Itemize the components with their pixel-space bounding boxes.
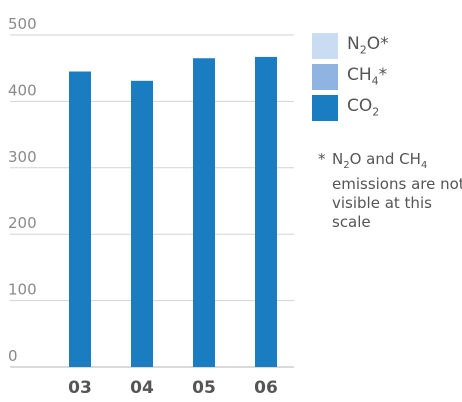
x-tick-label-03: 03	[68, 378, 92, 398]
x-axis-ticks: 03 04 05 06	[68, 378, 278, 398]
y-axis-ticks: 0 100 200 300 400 500	[8, 15, 37, 365]
footnote: * N2O and CH4 emissions are not visible …	[318, 150, 462, 232]
footnote-star: *	[318, 150, 326, 168]
bar-04	[131, 80, 153, 367]
x-tick-label-05: 05	[192, 378, 216, 398]
y-tick-label-300: 300	[8, 148, 37, 166]
x-tick-label-04: 04	[130, 378, 154, 398]
bar-06	[255, 56, 277, 368]
legend-label-n2o: N2O*	[347, 34, 389, 57]
y-tick-label-200: 200	[8, 214, 37, 232]
legend-swatch-ch4	[312, 63, 338, 90]
legend-swatch-n2o	[312, 32, 338, 59]
bar-03	[69, 71, 91, 368]
legend-item-co2: CO2	[312, 92, 389, 123]
footnote-text: N2O and CH4 emissions are not visible at…	[332, 150, 462, 231]
legend-swatch-co2	[312, 94, 338, 121]
legend-item-n2o: N2O*	[312, 30, 389, 61]
legend: N2O* CH4* CO2	[312, 30, 389, 123]
legend-item-ch4: CH4*	[312, 61, 389, 92]
x-tick-label-06: 06	[254, 378, 278, 398]
y-tick-label-500: 500	[8, 15, 37, 33]
y-tick-label-100: 100	[8, 281, 37, 299]
bar-05	[193, 58, 215, 368]
legend-label-co2: CO2	[347, 96, 380, 119]
bars	[69, 56, 277, 368]
y-tick-label-400: 400	[8, 81, 37, 99]
y-tick-label-0: 0	[8, 347, 18, 365]
legend-label-ch4: CH4*	[347, 65, 388, 88]
